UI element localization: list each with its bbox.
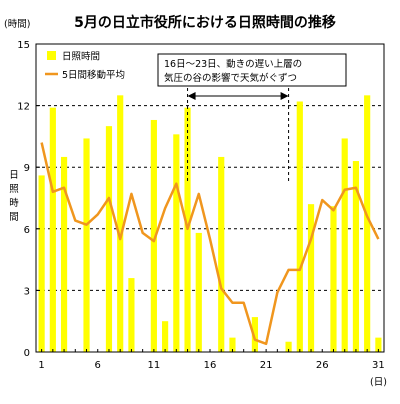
bar-day-3 — [60, 156, 68, 352]
bar-day-13 — [173, 134, 180, 352]
y-tick-label-9: 9 — [24, 163, 30, 174]
bar-day-29 — [352, 161, 360, 352]
legend-label-bar: 日照時間 — [62, 52, 100, 63]
x-tick-label-6: 6 — [95, 360, 101, 371]
x-tick-label-31: 31 — [372, 360, 385, 371]
bar-day-27 — [330, 206, 337, 352]
bar-day-18 — [229, 337, 236, 352]
moving-average-line — [40, 142, 380, 346]
annotation-arrow-head-right — [280, 92, 289, 100]
bar-day-8 — [117, 95, 124, 352]
bar-day-17 — [218, 156, 225, 352]
y-axis-label-char: 時 — [9, 198, 19, 209]
y-axis-unit: (時間) — [4, 19, 30, 30]
y-axis-label-char: 照 — [9, 184, 19, 195]
bar-day-9 — [128, 278, 135, 352]
y-axis-label: 日照時間 — [9, 170, 19, 223]
y-tick-label-3: 3 — [24, 286, 30, 297]
x-tick-label-1: 1 — [38, 360, 44, 371]
y-axis-label-char: 間 — [9, 212, 19, 223]
legend-label-line: 5日間移動平均 — [62, 69, 125, 81]
x-tick-label-26: 26 — [316, 360, 329, 371]
y-tick-label-0: 0 — [24, 348, 30, 359]
x-tick-label-11: 11 — [148, 360, 161, 371]
annotation-arrow-head-left — [187, 92, 196, 100]
annotation-text-line1: 16日〜23日、動きの遅い上層の — [164, 59, 302, 70]
y-tick-label-6: 6 — [24, 225, 30, 236]
bar-day-30 — [364, 95, 371, 352]
plot-area — [35, 43, 385, 353]
chart-title: 5月の日立市役所における日照時間の推移 — [74, 14, 336, 31]
y-tick-label-15: 15 — [17, 40, 30, 51]
bar-day-24 — [296, 101, 303, 352]
y-tick-label-12: 12 — [17, 102, 30, 113]
bar-day-12 — [162, 321, 169, 352]
bar-day-7 — [105, 126, 113, 352]
bar-day-5 — [83, 138, 90, 352]
bar-day-15 — [195, 232, 202, 352]
bar-day-28 — [341, 138, 348, 352]
legend-swatch-bar — [47, 51, 56, 60]
x-tick-label-16: 16 — [204, 360, 217, 371]
annotation-box — [157, 53, 347, 87]
y-axis-label-char: 日 — [9, 170, 19, 181]
bar-day-2 — [49, 107, 56, 352]
bar-day-23 — [285, 341, 292, 352]
bar-day-31 — [375, 337, 382, 352]
bar-day-25 — [307, 204, 315, 352]
x-tick-label-21: 21 — [260, 360, 273, 371]
bar-day-1 — [38, 175, 45, 352]
bar-day-11 — [150, 119, 157, 353]
x-axis-unit: (日) — [370, 377, 387, 388]
bar-day-20 — [251, 317, 258, 352]
annotation-text-line2: 気圧の谷の影響で天気がぐずつ — [164, 72, 297, 84]
